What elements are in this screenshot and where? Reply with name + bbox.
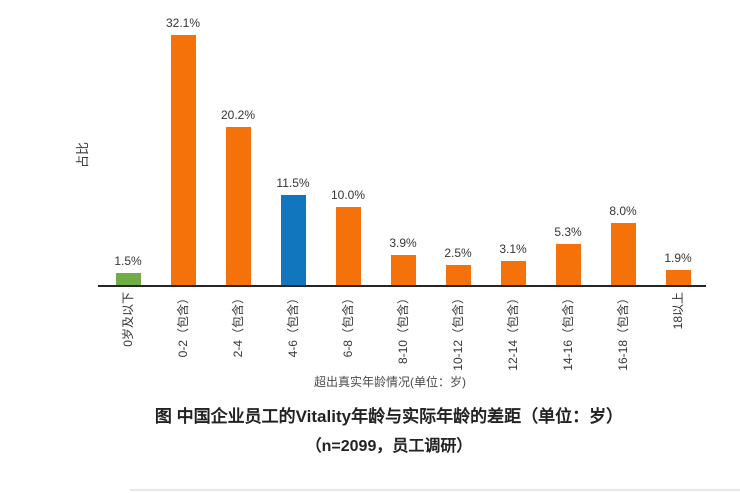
bar <box>335 207 361 285</box>
bar <box>115 273 141 285</box>
bar-value-label: 2.5% <box>444 246 472 260</box>
bar <box>555 244 581 285</box>
x-axis-category-label: 14-16（包含） <box>561 292 575 371</box>
y-axis-label: 占比 <box>75 142 90 169</box>
bar-value-label: 20.2% <box>220 108 256 122</box>
x-axis-category-label: 12-14（包含） <box>506 292 520 371</box>
bar-value-label: 8.0% <box>609 204 637 218</box>
bar-value-label: 1.9% <box>664 251 692 265</box>
x-axis-category-label: 0-2（包含） <box>176 292 190 358</box>
x-axis-category-label: 4-6（包含） <box>286 292 300 358</box>
bar <box>390 255 416 285</box>
bar <box>665 270 691 285</box>
bar-value-label: 11.5% <box>276 176 310 190</box>
bar-value-label: 10.0% <box>330 188 366 202</box>
bar-value-label: 3.9% <box>389 236 417 250</box>
bar <box>610 223 636 285</box>
x-axis-category-label: 0岁及以下 <box>121 292 135 347</box>
bar <box>280 195 306 285</box>
x-axis-title: 超出真实年龄情况(单位：岁) <box>314 375 466 389</box>
bottom-divider <box>130 489 740 491</box>
x-axis-category-label: 8-10（包含） <box>396 292 410 365</box>
x-axis-category-label: 2-4（包含） <box>231 292 245 358</box>
x-axis-category-label: 10-12（包含） <box>451 292 465 371</box>
bar-value-label: 32.1% <box>165 16 201 30</box>
bar-value-label: 1.5% <box>114 254 142 268</box>
bar <box>170 35 196 285</box>
x-axis-category-label: 16-18（包含） <box>616 292 630 371</box>
x-axis-category-label: 6-8（包含） <box>341 292 355 358</box>
chart-subtitle: （n=2099，员工调研） <box>305 438 473 455</box>
bar-value-label: 3.1% <box>499 242 527 256</box>
x-axis-line <box>98 285 706 287</box>
chart-title: 图 中国企业员工的Vitality年龄与实际年龄的差距（单位：岁） <box>154 407 624 426</box>
bar <box>445 265 471 285</box>
x-axis-category-label: 18以上 <box>671 292 685 330</box>
bar-value-label: 5.3% <box>554 225 582 239</box>
bar <box>225 127 251 285</box>
bar <box>500 261 526 285</box>
